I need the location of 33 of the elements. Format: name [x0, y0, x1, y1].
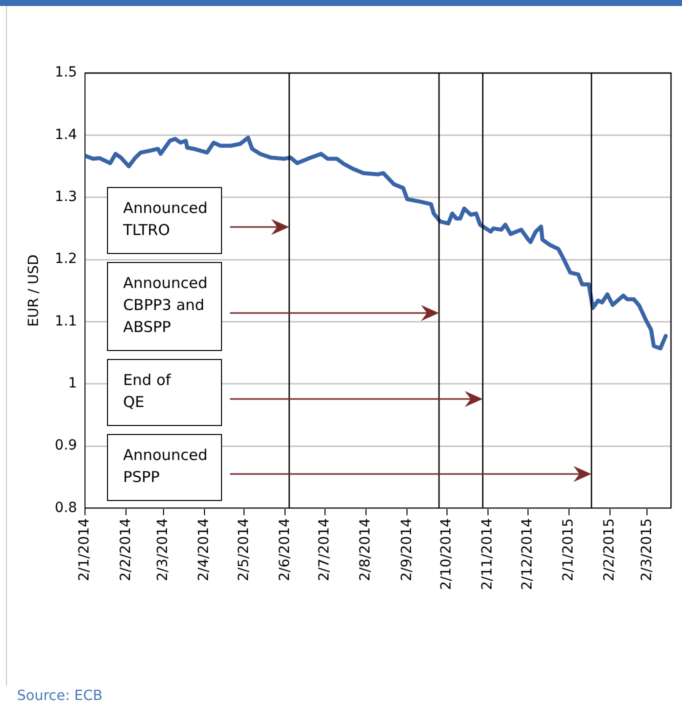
text-box: End of QE: [107, 359, 222, 426]
x-tick-label: 2/1/2014: [76, 518, 93, 582]
y-tick-label: 0.9: [54, 438, 78, 454]
x-tick-label: 2/2/2014: [118, 518, 134, 582]
x-tick-label: 2/6/2014: [276, 518, 293, 582]
x-tick-label: 2/1/2015: [560, 518, 577, 582]
y-tick-label: 1: [68, 376, 78, 392]
annotation: Announced CBPP3 and ABSPP: [123, 273, 209, 338]
y-tick-label: 1.4: [54, 126, 78, 143]
x-tick-label: 2/12/2014: [519, 518, 536, 590]
text-box: Announced PSPP: [107, 434, 222, 501]
x-tick-label: 2/4/2014: [196, 518, 212, 582]
text-box: Announced CBPP3 and ABSPP: [107, 262, 222, 351]
y-tick-label: 0.8: [54, 500, 78, 516]
x-tick-label: 2/3/2014: [154, 518, 171, 582]
x-tick-label: 2/7/2014: [316, 518, 333, 582]
x-tick-label: 2/10/2014: [438, 518, 455, 590]
annotation: Announced TLTRO: [123, 198, 209, 241]
source-note: Source: ECB: [17, 688, 102, 704]
text-box: Announced TLTRO: [107, 187, 222, 254]
y-tick-label: 1.1: [54, 313, 78, 330]
annotation: End of QE: [123, 370, 172, 413]
x-tick-label: 2/5/2014: [236, 518, 252, 582]
y-tick-label: 1.2: [54, 251, 78, 268]
y-tick-label: 1.5: [54, 64, 78, 81]
x-tick-label: 2/11/2014: [480, 518, 496, 590]
y-axis-title: EUR / USD: [26, 254, 42, 327]
annotation: Announced PSPP: [123, 445, 209, 488]
x-tick-label: 2/2/2015: [602, 518, 618, 582]
x-tick-label: 2/9/2014: [398, 518, 415, 582]
x-tick-label: 2/8/2014: [358, 518, 374, 582]
x-tick-label: 2/3/2015: [638, 518, 655, 582]
y-tick-label: 1.3: [54, 188, 78, 205]
